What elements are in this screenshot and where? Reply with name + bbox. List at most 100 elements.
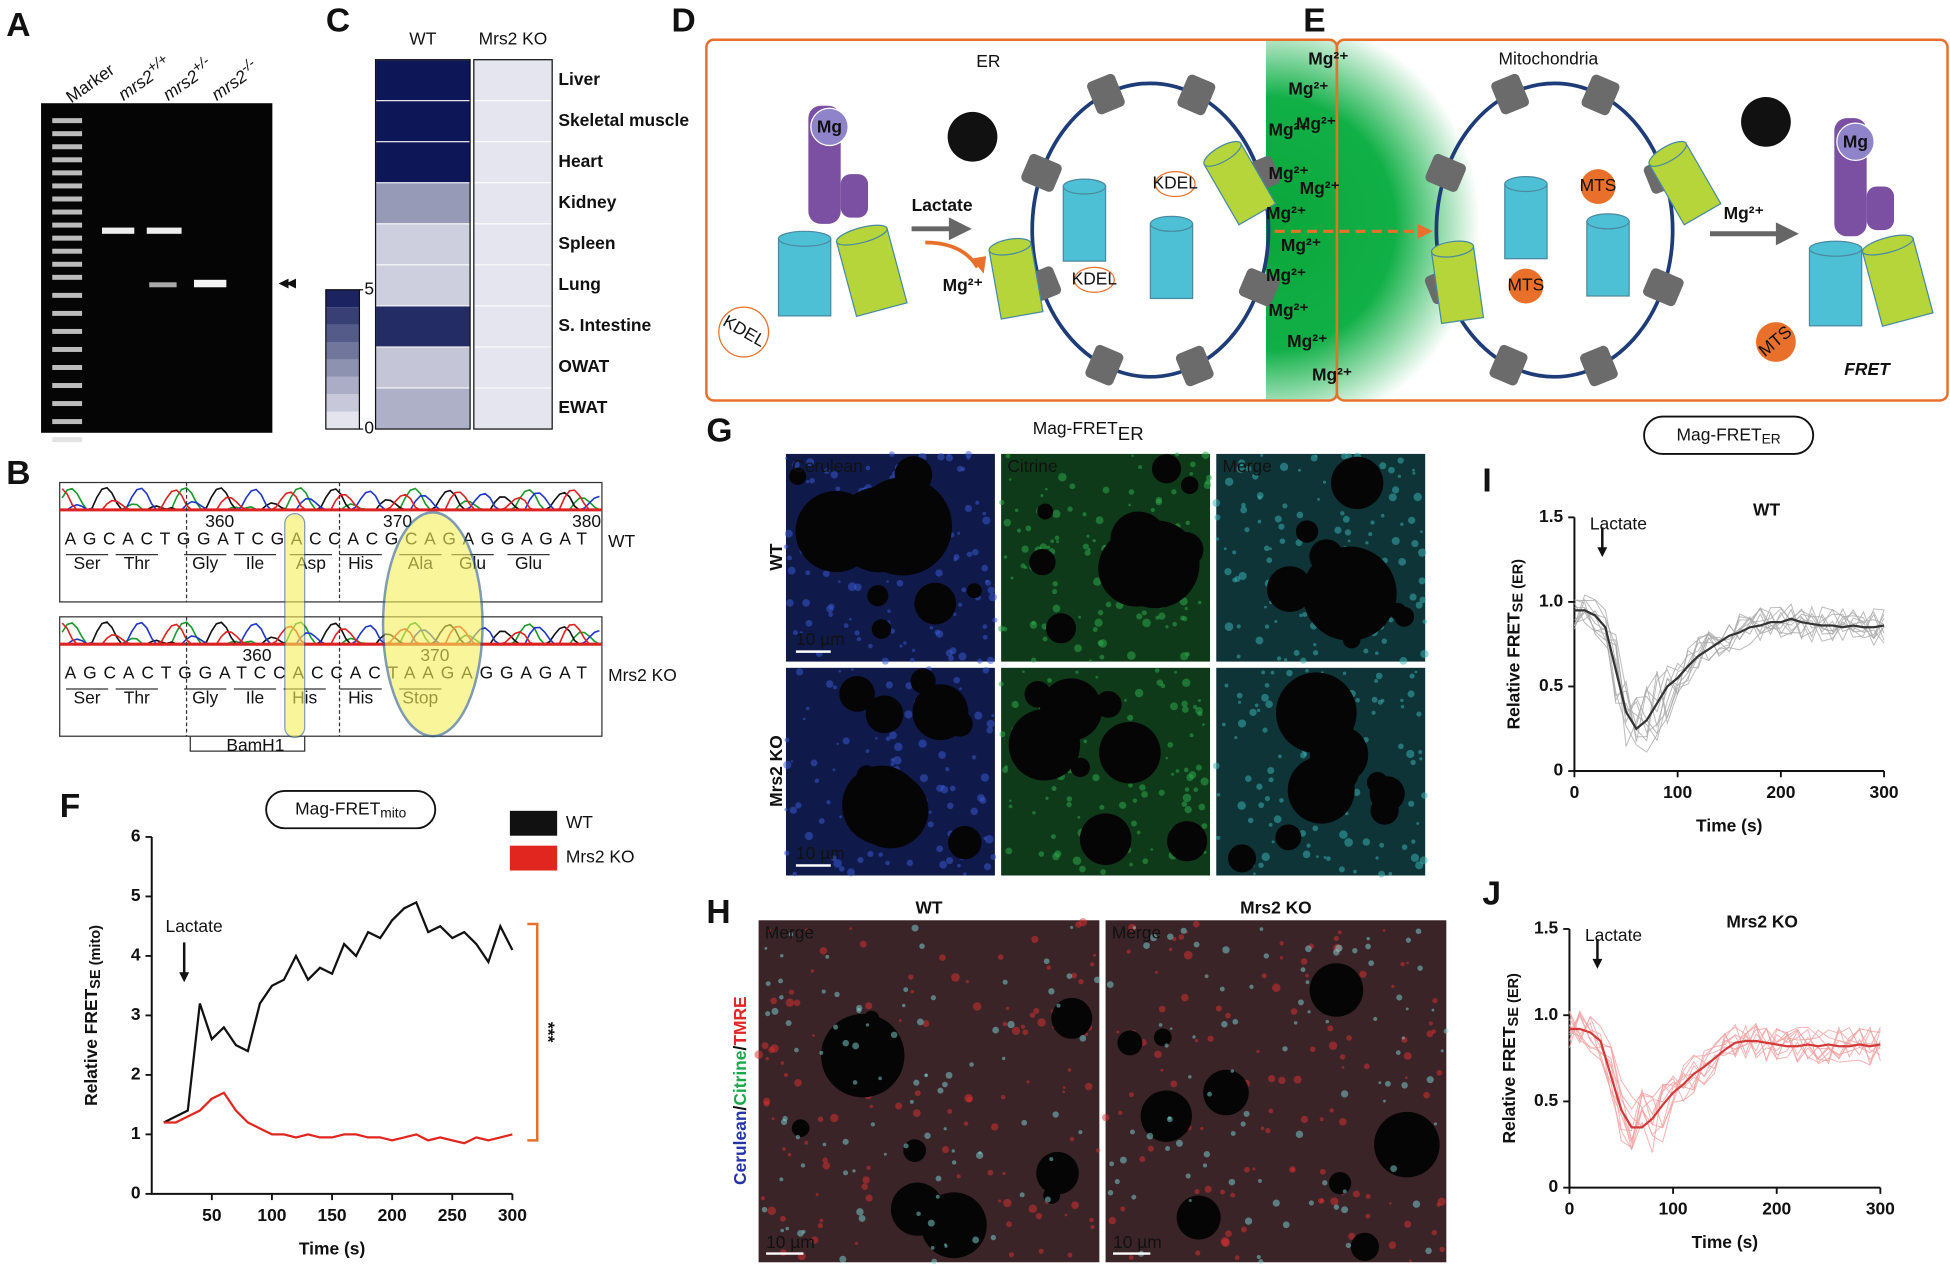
texture bbox=[1417, 548, 1427, 557]
texture bbox=[906, 859, 914, 867]
texture bbox=[951, 973, 960, 982]
texture bbox=[1326, 856, 1331, 861]
texture bbox=[938, 751, 946, 759]
texture bbox=[1405, 937, 1412, 943]
ladder-band bbox=[52, 346, 83, 352]
texture bbox=[1341, 453, 1348, 460]
vacuole bbox=[1051, 997, 1093, 1039]
panel-label: J bbox=[1482, 875, 1501, 912]
y-tick-label: 6 bbox=[131, 826, 141, 846]
vacuole bbox=[1054, 696, 1069, 712]
annotation: Lactate bbox=[1590, 513, 1647, 533]
heat-cell bbox=[473, 264, 553, 307]
texture bbox=[849, 618, 852, 621]
texture bbox=[999, 731, 1006, 738]
texture bbox=[1203, 1151, 1211, 1158]
texture bbox=[1384, 1080, 1391, 1087]
channel bbox=[1489, 344, 1528, 386]
texture bbox=[802, 717, 806, 721]
texture bbox=[1348, 1232, 1356, 1240]
texture bbox=[1106, 981, 1114, 988]
texture bbox=[1095, 516, 1104, 525]
texture bbox=[1094, 618, 1103, 627]
heat-cell bbox=[375, 346, 471, 389]
replicate-trace bbox=[1568, 1011, 1881, 1132]
texture bbox=[1236, 654, 1241, 659]
text-part: Mag-FRET bbox=[1677, 424, 1762, 444]
texture bbox=[1408, 800, 1415, 807]
texture bbox=[852, 1042, 860, 1050]
texture bbox=[1008, 1252, 1014, 1258]
channel bbox=[1491, 73, 1529, 115]
y-tick-label: 1 bbox=[131, 1123, 141, 1143]
texture bbox=[1293, 1075, 1302, 1084]
row-label: Skeletal muscle bbox=[558, 110, 689, 130]
texture bbox=[1008, 804, 1013, 809]
texture bbox=[1268, 822, 1273, 827]
texture bbox=[1165, 756, 1169, 760]
texture bbox=[930, 995, 936, 1001]
texture bbox=[817, 1116, 824, 1123]
ladder-band bbox=[52, 310, 83, 316]
texture bbox=[1127, 651, 1136, 660]
text-part: Mg²⁺ bbox=[1296, 113, 1336, 133]
texture bbox=[788, 932, 794, 937]
vacuole bbox=[1024, 681, 1052, 708]
texture bbox=[878, 852, 883, 857]
texture bbox=[1002, 1056, 1006, 1061]
texture bbox=[1373, 1016, 1378, 1022]
texture bbox=[899, 644, 903, 648]
ladder-band bbox=[52, 383, 83, 389]
texture bbox=[1066, 801, 1072, 808]
texture bbox=[1375, 856, 1379, 860]
amino-acid: Gly bbox=[192, 553, 218, 573]
texture bbox=[1230, 1192, 1236, 1198]
texture bbox=[1366, 936, 1370, 941]
panel-label: G bbox=[706, 413, 732, 450]
texture bbox=[1067, 506, 1073, 512]
bases: AGCACTGGATCGACCACGCAGAGGAGAT bbox=[65, 528, 588, 548]
texture bbox=[1008, 478, 1012, 481]
texture bbox=[935, 630, 944, 638]
texture bbox=[1181, 993, 1189, 1002]
texture bbox=[825, 954, 830, 959]
texture bbox=[1050, 539, 1055, 544]
texture bbox=[859, 940, 867, 948]
text-part: Mg²⁺ bbox=[1268, 163, 1308, 183]
texture bbox=[792, 630, 798, 636]
texture bbox=[986, 656, 995, 665]
texture bbox=[1054, 535, 1060, 541]
texture bbox=[1205, 479, 1211, 485]
texture bbox=[1219, 986, 1225, 992]
texture bbox=[1052, 1111, 1059, 1118]
texture bbox=[1381, 638, 1388, 644]
vacuole bbox=[1176, 1195, 1221, 1240]
vacuole bbox=[1330, 456, 1384, 510]
texture bbox=[1182, 706, 1189, 713]
ladder-band bbox=[52, 274, 83, 280]
texture bbox=[916, 1211, 921, 1216]
amino-acid: His bbox=[348, 688, 373, 708]
texture bbox=[986, 719, 995, 728]
vacuole bbox=[1079, 813, 1132, 865]
texture bbox=[1397, 457, 1404, 464]
texture bbox=[1314, 454, 1318, 458]
text-part: Citrine bbox=[730, 1050, 750, 1105]
texture bbox=[885, 860, 890, 866]
text-part: Mg²⁺ bbox=[1268, 119, 1308, 139]
texture bbox=[849, 927, 853, 930]
axes bbox=[150, 836, 513, 1195]
texture bbox=[1154, 668, 1160, 673]
cylinder-top bbox=[1586, 213, 1630, 230]
texture bbox=[883, 1152, 887, 1156]
ion: Mg²⁺ bbox=[1300, 178, 1340, 198]
texture bbox=[935, 569, 943, 577]
texture bbox=[1342, 671, 1347, 676]
texture bbox=[1256, 708, 1261, 713]
panel-label: E bbox=[1303, 2, 1325, 39]
texture bbox=[1002, 626, 1008, 632]
texture bbox=[1236, 624, 1241, 629]
vacuole bbox=[1266, 566, 1313, 612]
tag-label: MTS bbox=[1508, 275, 1545, 295]
texture bbox=[1155, 970, 1159, 974]
